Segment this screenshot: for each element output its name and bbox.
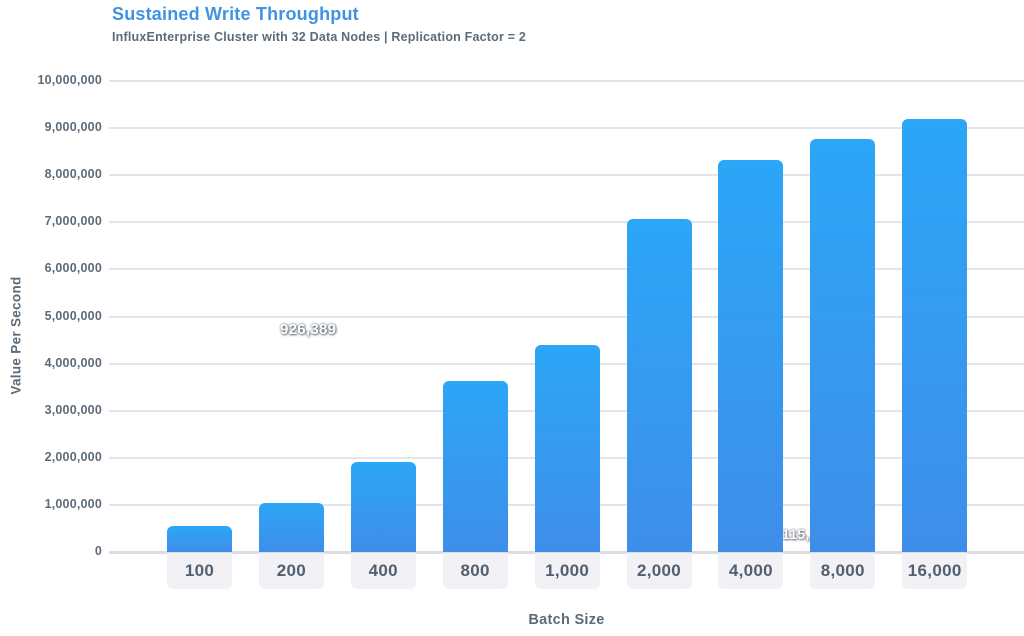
x-tick-label: 800 xyxy=(460,561,490,580)
gridline xyxy=(109,80,1024,82)
x-tick-box: 1,000 xyxy=(534,553,600,589)
x-tick-box: 4,000 xyxy=(718,553,784,589)
x-tick-box: 200 xyxy=(258,553,324,589)
y-tick-label: 8,000,000 xyxy=(44,167,102,182)
bar-batch-1000 xyxy=(534,344,600,552)
bar-batch-800 xyxy=(442,381,508,552)
y-tick-label: 2,000,000 xyxy=(44,449,102,464)
x-tick-label: 1,000 xyxy=(545,561,590,580)
x-axis-title: Batch Size xyxy=(528,612,605,628)
x-tick-label: 16,000 xyxy=(907,561,962,580)
x-tick-box: 800 xyxy=(442,553,508,589)
x-tick-box: 400 xyxy=(350,553,416,589)
x-axis-line xyxy=(109,551,1024,554)
bar-batch-16000 xyxy=(902,118,968,552)
y-tick-label: 10,000,000 xyxy=(37,73,102,87)
gridline xyxy=(109,221,1024,224)
data-label-annotation: 115, xyxy=(782,526,810,542)
y-tick-label: 3,000,000 xyxy=(44,402,102,417)
bar-batch-2000 xyxy=(626,218,692,552)
y-tick-label: 1,000,000 xyxy=(44,496,102,511)
data-label-annotation: 926,389 xyxy=(280,321,337,338)
y-tick-label: 9,000,000 xyxy=(44,120,102,135)
y-tick-label: 6,000,000 xyxy=(44,261,102,276)
chart-subtitle: InfluxEnterprise Cluster with 32 Data No… xyxy=(112,30,527,44)
y-tick-label: 5,000,000 xyxy=(44,308,102,323)
gridline xyxy=(109,174,1024,177)
bar-batch-200 xyxy=(258,503,324,552)
bar-batch-400 xyxy=(350,461,416,552)
gridline xyxy=(109,315,1024,318)
bar-batch-4000 xyxy=(718,159,784,552)
x-tick-box: 16,000 xyxy=(902,553,968,589)
x-tick-box: 2,000 xyxy=(626,553,692,589)
x-tick-label: 8,000 xyxy=(820,561,865,580)
gridline xyxy=(109,127,1024,130)
x-tick-label: 4,000 xyxy=(728,561,773,580)
gridline xyxy=(109,268,1024,271)
x-tick-label: 100 xyxy=(184,561,215,580)
x-tick-box: 8,000 xyxy=(810,553,876,589)
chart-title: Sustained Write Throughput xyxy=(112,4,359,24)
y-tick-label: 4,000,000 xyxy=(44,355,102,370)
y-tick-label: 7,000,000 xyxy=(44,214,102,229)
x-tick-box: 100 xyxy=(167,553,232,589)
bar-batch-100 xyxy=(167,526,232,552)
y-tick-label: 0 xyxy=(94,544,102,558)
x-tick-label: 200 xyxy=(276,561,307,580)
x-tick-label: 400 xyxy=(368,561,398,580)
x-tick-label: 2,000 xyxy=(636,561,682,580)
bar-batch-8000 xyxy=(810,138,876,552)
